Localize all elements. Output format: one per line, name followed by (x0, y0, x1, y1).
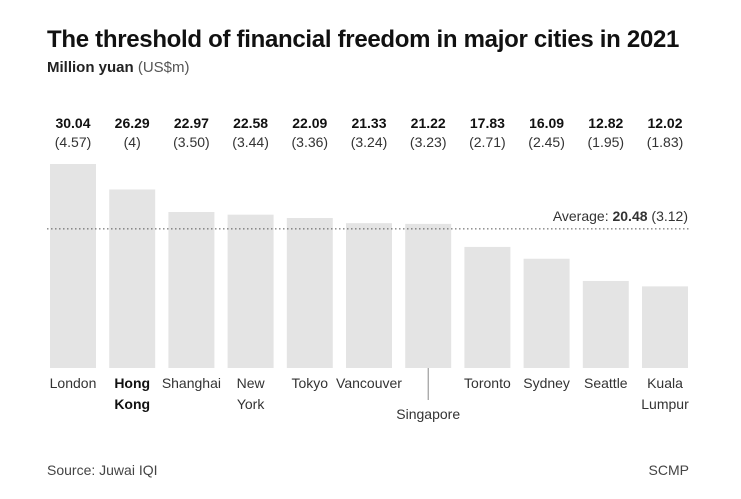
usd-label: (2.71) (469, 134, 506, 150)
chart-subtitle: Million yuan (US$m) (47, 59, 190, 76)
category-label: Sydney (523, 375, 570, 391)
subtitle-unit-main: Million yuan (47, 59, 134, 76)
bar-toronto (464, 246, 511, 368)
category-label: Shanghai (162, 375, 221, 391)
value-label: 21.33 (351, 115, 386, 131)
source-note: Source: Juwai IQI (47, 462, 158, 478)
bar-seattle (582, 280, 629, 368)
category-label: Toronto (464, 375, 511, 391)
value-label: 12.02 (647, 115, 682, 131)
usd-label: (3.24) (351, 134, 388, 150)
category-label: Kong (114, 396, 150, 412)
usd-label: (4) (124, 134, 141, 150)
usd-label: (3.44) (232, 134, 269, 150)
value-label: 30.04 (55, 115, 90, 131)
category-label: York (237, 396, 266, 412)
category-label: London (50, 375, 97, 391)
value-label: 21.22 (411, 115, 446, 131)
value-label: 26.29 (115, 115, 150, 131)
bar-vancouver (346, 223, 392, 368)
value-label: 22.58 (233, 115, 268, 131)
usd-label: (1.95) (588, 134, 625, 150)
usd-label: (4.57) (55, 134, 92, 150)
value-label: 12.82 (588, 115, 623, 131)
usd-label: (1.83) (647, 134, 684, 150)
usd-label: (2.45) (528, 134, 565, 150)
value-label: 22.97 (174, 115, 209, 131)
category-label: Kuala (647, 375, 683, 391)
average-label: Average: 20.48 (3.12) (553, 208, 688, 224)
bar-tokyo (286, 217, 333, 368)
bar-london (50, 164, 96, 368)
bar-sydney (523, 258, 570, 368)
category-label: Singapore (396, 406, 460, 422)
category-label: Tokyo (292, 375, 329, 391)
value-label: 22.09 (292, 115, 327, 131)
category-label: Lumpur (641, 396, 689, 412)
bar-shanghai (168, 212, 215, 368)
category-label: New (237, 375, 266, 391)
value-label: 17.83 (470, 115, 505, 131)
bar-kuala-lumpur (642, 286, 688, 368)
chart-title: The threshold of financial freedom in ma… (47, 26, 680, 53)
subtitle-unit-usd: (US$m) (137, 59, 190, 76)
category-label: Hong (114, 375, 150, 391)
usd-label: (3.36) (292, 134, 329, 150)
category-label: Vancouver (336, 375, 402, 391)
bar-new-york (227, 214, 274, 368)
category-label: Seattle (584, 375, 628, 391)
bar-singapore (405, 223, 452, 368)
usd-label: (3.50) (173, 134, 210, 150)
value-label: 16.09 (529, 115, 564, 131)
bar-hong-kong (109, 189, 156, 368)
usd-label: (3.23) (410, 134, 447, 150)
credit-label: SCMP (648, 462, 689, 478)
